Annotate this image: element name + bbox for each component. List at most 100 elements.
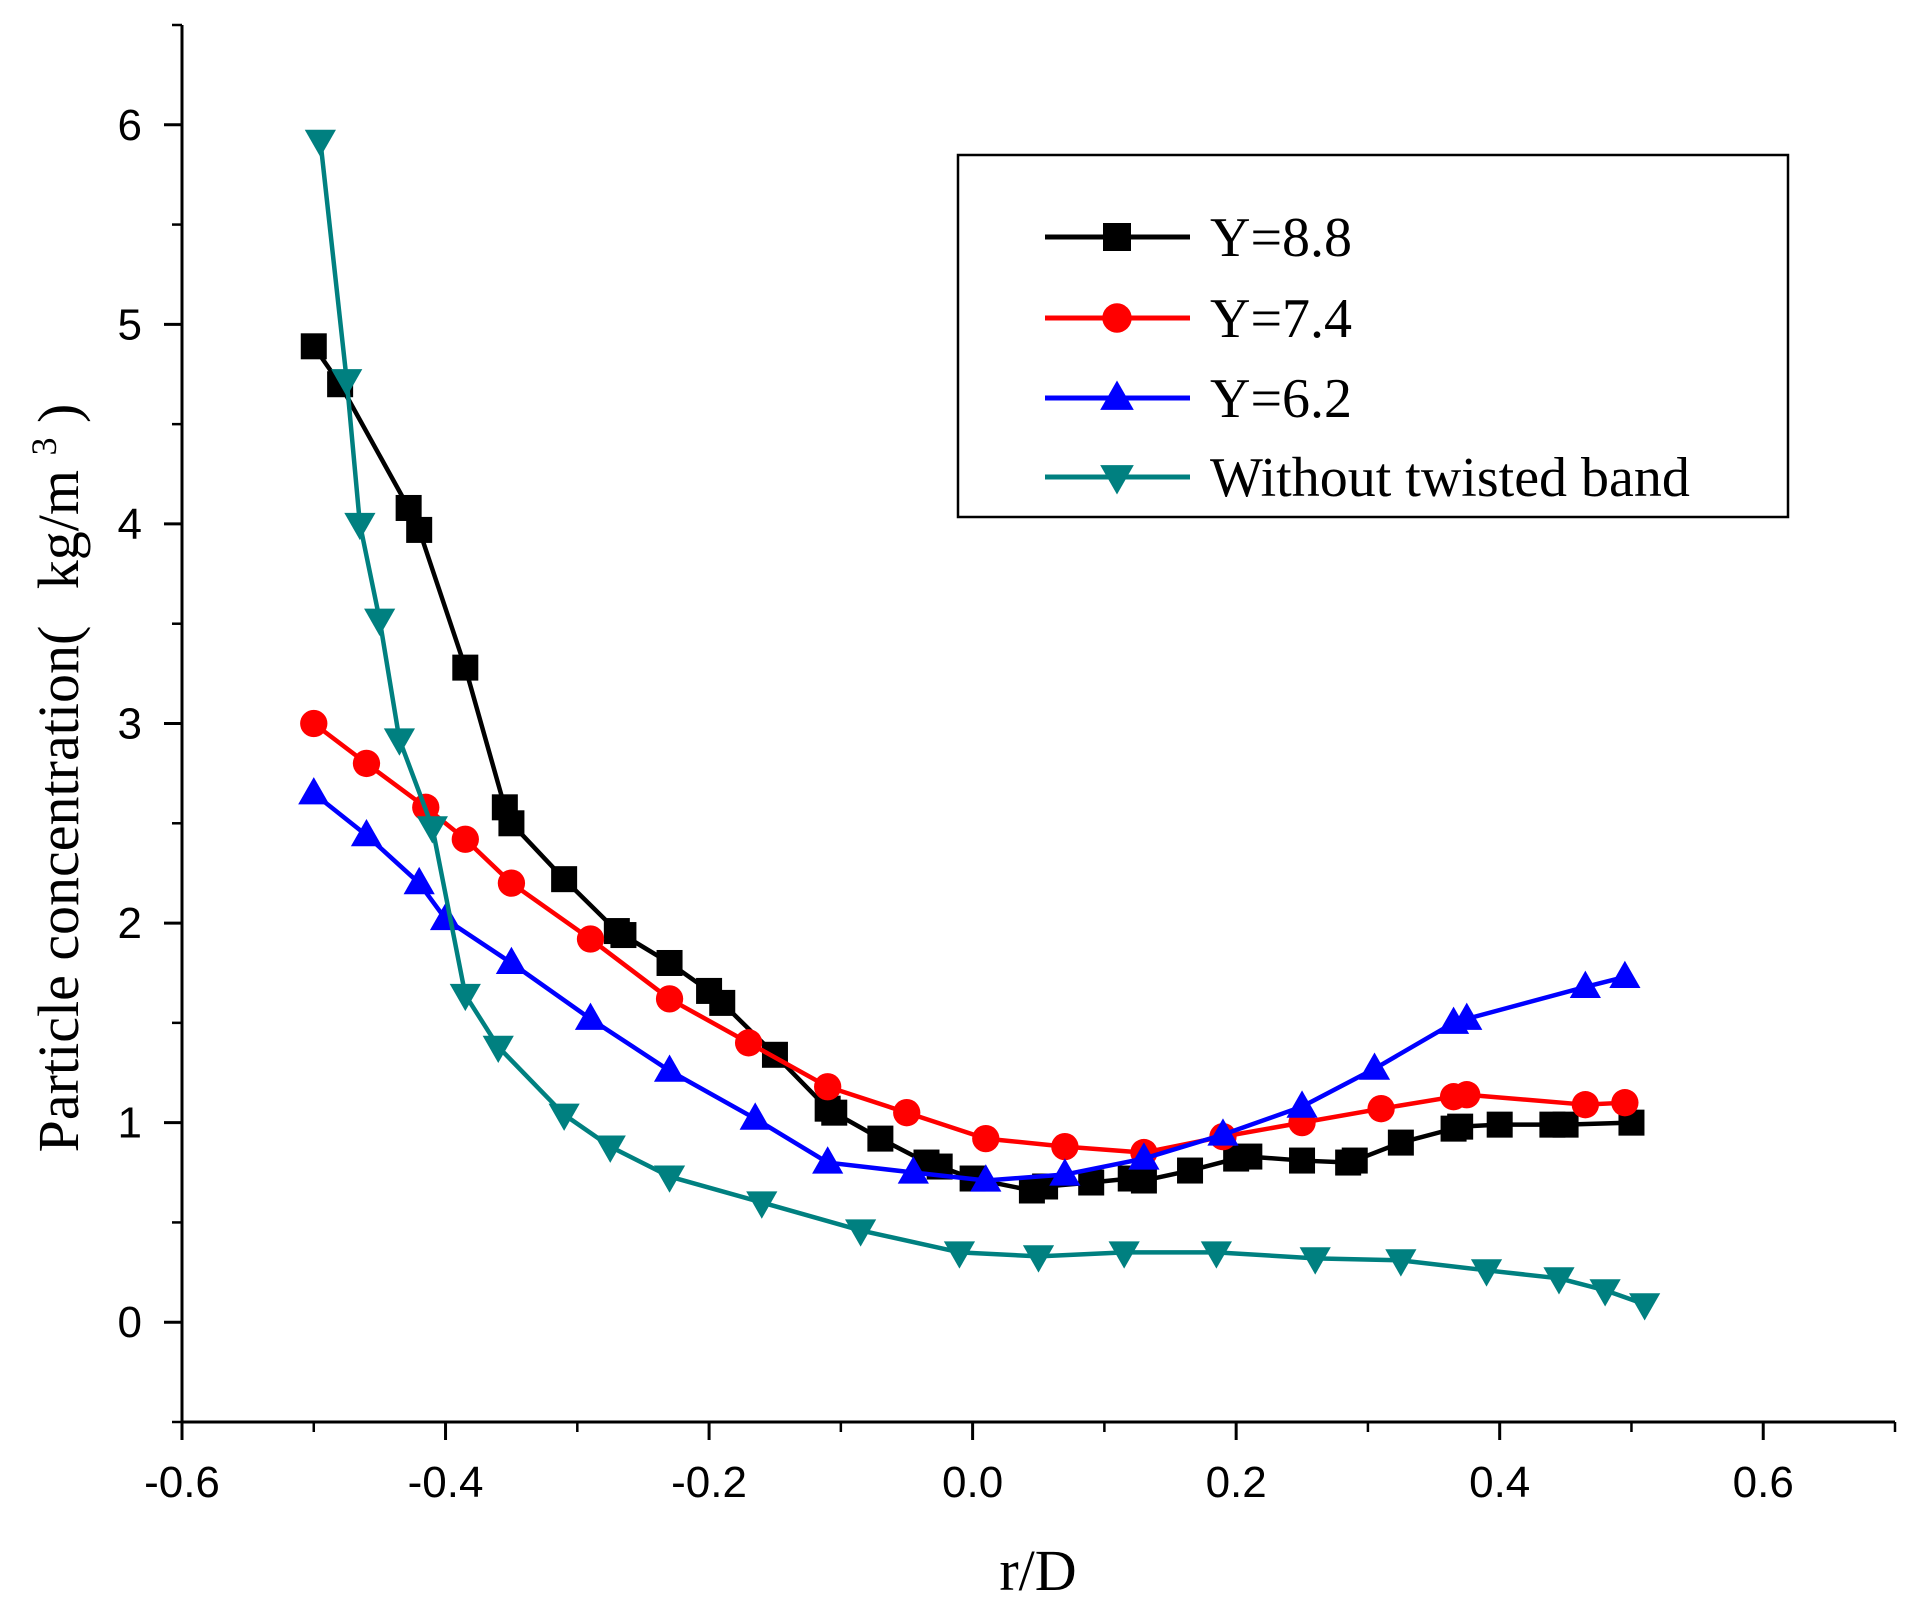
data-point (1367, 1095, 1395, 1123)
y-tick-label: 1 (118, 1099, 142, 1148)
data-point (403, 866, 435, 895)
data-point (812, 1146, 844, 1174)
x-tick-label: -0.4 (408, 1458, 484, 1507)
legend-label: Without twisted band (1210, 447, 1690, 509)
data-point (300, 709, 328, 738)
data-point (1286, 1090, 1318, 1118)
data-point (709, 989, 736, 1016)
y-axis-label-main: Particle concentration( (26, 626, 91, 1153)
data-point (653, 1054, 686, 1082)
data-point (300, 333, 327, 360)
data-point (897, 1156, 929, 1184)
y-axis-label-close: ) (26, 404, 91, 423)
y-tick-label: 2 (118, 899, 142, 948)
data-point (395, 494, 422, 521)
legend-marker (1102, 303, 1132, 333)
data-point (364, 608, 396, 636)
data-point (497, 869, 526, 897)
data-point (746, 1191, 778, 1219)
data-point (1447, 1113, 1474, 1140)
data-point (551, 866, 578, 893)
x-tick-label: -0.2 (671, 1458, 747, 1507)
legend-marker (1100, 465, 1134, 495)
y-tick-label: 6 (118, 101, 142, 150)
data-point (893, 1099, 921, 1127)
data-point (1200, 1241, 1232, 1269)
legend-item: Without twisted band (1045, 447, 1690, 509)
data-point (383, 728, 416, 756)
data-point (610, 922, 637, 949)
data-point (350, 819, 383, 847)
data-point (821, 1099, 848, 1126)
data-point (1387, 1129, 1414, 1156)
data-point (943, 1241, 976, 1269)
data-point (1543, 1267, 1575, 1295)
legend: Y=8.8 Y=7.4 Y=6.2 Without twisted band (956, 153, 1790, 519)
data-point (867, 1125, 894, 1152)
x-tick-label: 0.2 (1206, 1458, 1267, 1507)
y-axis-label: Particle concentration( kg/m 3 ) (4, 404, 91, 1153)
data-point (845, 1219, 877, 1247)
data-point (814, 1073, 842, 1101)
y-tick-label: 4 (118, 500, 142, 549)
data-point (1341, 1147, 1368, 1174)
data-point (452, 654, 479, 681)
data-point (498, 810, 525, 837)
data-point (482, 1035, 514, 1064)
data-point (1078, 1169, 1105, 1196)
data-point (594, 1135, 626, 1163)
y-tick-label: 5 (118, 300, 142, 349)
series-3 (298, 777, 1641, 1192)
x-tick-label: 0.4 (1469, 1458, 1530, 1507)
data-point (1207, 1118, 1239, 1146)
legend-marker (1103, 223, 1131, 251)
data-point (576, 925, 605, 953)
data-point (1177, 1157, 1204, 1184)
data-point (1236, 1143, 1263, 1170)
data-point (972, 1124, 1000, 1153)
data-point (734, 1029, 763, 1057)
data-point (1130, 1167, 1157, 1194)
data-point (1451, 1002, 1483, 1030)
data-point (1051, 1132, 1079, 1161)
data-point (1453, 1081, 1481, 1109)
data-point (574, 1002, 607, 1030)
data-point (1358, 1052, 1391, 1080)
x-axis-label: r/D (999, 1538, 1076, 1603)
x-tick-label: 0.6 (1733, 1458, 1794, 1507)
data-point (656, 949, 683, 976)
data-point (1108, 1241, 1140, 1269)
x-ticks: -0.6 -0.4 -0.2 0.0 0.2 0.4 0.6 (144, 1422, 1897, 1507)
data-point (1486, 1111, 1513, 1138)
legend-items: Y=8.8 Y=7.4 Y=6.2 Without twisted band (1045, 207, 1690, 509)
data-point (1128, 1142, 1160, 1170)
data-point (970, 1164, 1002, 1192)
data-point (1289, 1147, 1316, 1174)
y-axis-label-unit: kg/m (26, 470, 91, 589)
data-point (451, 825, 479, 853)
data-point (304, 129, 336, 158)
data-point (548, 1103, 580, 1131)
legend-label: Y=8.8 (1210, 207, 1352, 269)
series-4 (304, 129, 1661, 1321)
legend-item: Y=8.8 (1045, 207, 1352, 269)
data-point (655, 985, 684, 1013)
data-point (739, 1102, 771, 1130)
legend-item: Y=7.4 (1045, 288, 1352, 350)
legend-box (956, 153, 1790, 519)
data-point (1470, 1259, 1503, 1287)
data-point (331, 369, 363, 397)
x-tick-label: -0.6 (144, 1458, 220, 1507)
data-point (653, 1165, 686, 1193)
y-axis-label-superscript: 3 (24, 438, 64, 456)
x-tick-label: 0.0 (942, 1458, 1003, 1507)
data-point (344, 512, 376, 541)
legend-label: Y=7.4 (1210, 288, 1352, 350)
data-point (1552, 1111, 1579, 1138)
data-point (1609, 960, 1641, 989)
data-point (1385, 1249, 1417, 1277)
data-point (1571, 1091, 1599, 1119)
y-ticks: 0 1 2 3 4 5 6 (118, 23, 182, 1424)
data-point (1049, 1158, 1081, 1186)
